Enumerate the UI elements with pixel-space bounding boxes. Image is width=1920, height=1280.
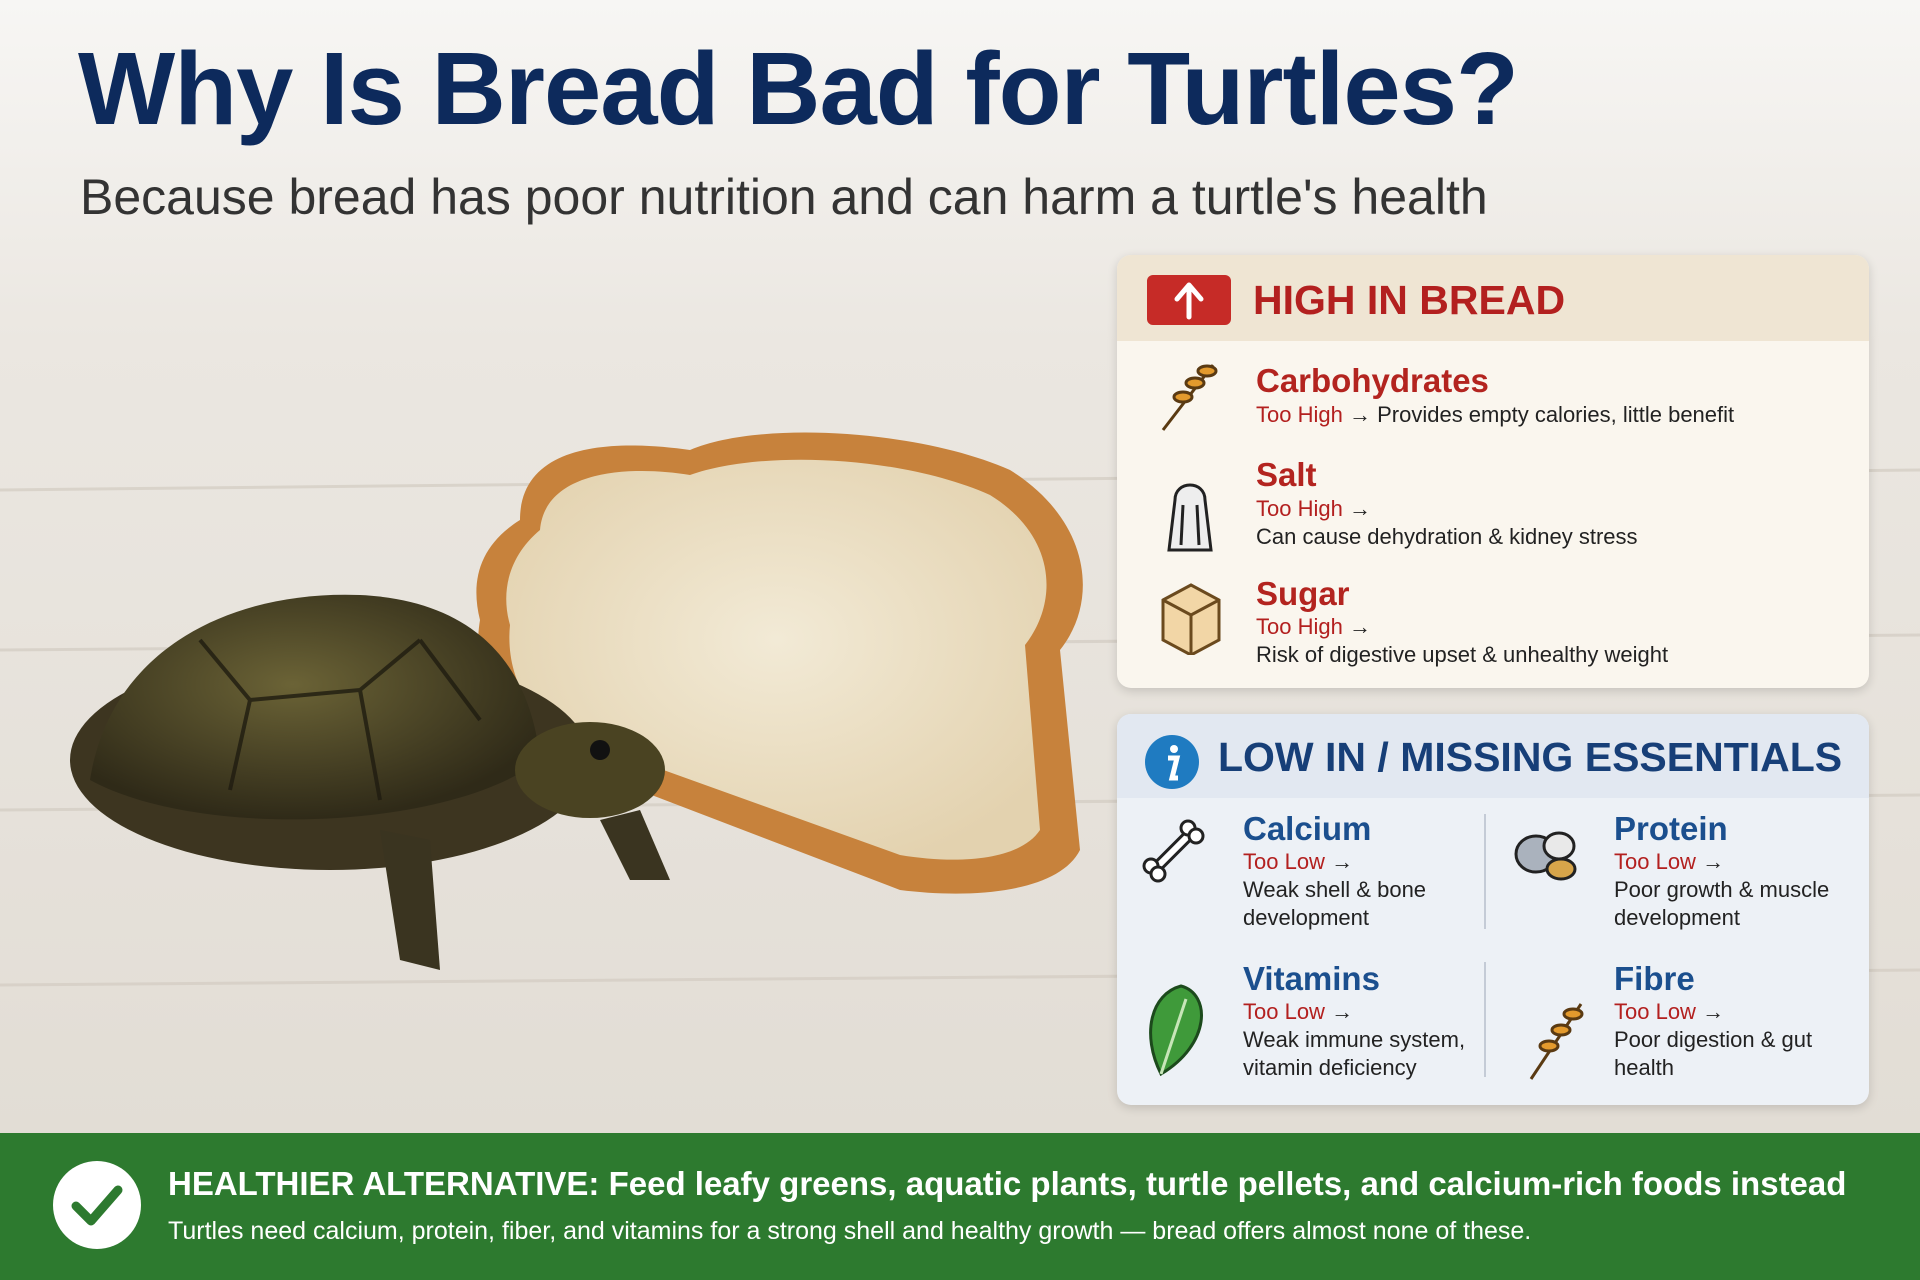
check-icon [53,1161,141,1249]
high-panel: HIGH IN BREAD Carbohydrates Too High → P… [1117,255,1869,688]
footer-headline: HEALTHIER ALTERNATIVE: Feed leafy greens… [168,1165,1846,1203]
item-detail: Can cause dehydration & kidney stress [1256,524,1638,549]
item-detail: Poor digestion & gut health [1614,1027,1813,1080]
panel-header [1117,255,1869,341]
item-level: Too Low [1243,849,1325,874]
arrow: → [1348,496,1371,521]
item-name: Sugar [1256,575,1350,612]
high-icons [1161,364,1221,655]
divider [1484,962,1486,1077]
item-detail: Poor growth & muscle development [1614,877,1830,930]
footer [0,1133,1920,1280]
title: Why Is Bread Bad for Turtles? [78,31,1519,146]
subtitle: Because bread has poor nutrition and can… [80,169,1488,225]
item-name: Carbohydrates [1256,362,1489,399]
panel-title: LOW IN / MISSING ESSENTIALS [1218,734,1843,780]
footer-note: Turtles need calcium, protein, fiber, an… [168,1217,1532,1245]
item-level: Too High [1256,402,1343,427]
arrow: → [1331,849,1354,874]
item-detail: Risk of digestive upset & unhealthy weig… [1256,642,1669,667]
footer-text: Feed leafy greens, aquatic plants, turtl… [608,1165,1847,1202]
item-level: Too Low [1614,999,1696,1024]
panel-header [1117,714,1869,798]
panel-title: HIGH IN BREAD [1253,277,1566,323]
item-level: Too High [1256,614,1343,639]
item-detail: Weak shell & bone development [1243,877,1427,930]
item-name: Protein [1614,810,1728,847]
arrow: → [1331,999,1354,1024]
low-panel: LOW IN / MISSING ESSENTIALS Calcium Too … [1117,714,1869,1105]
arrow: → [1348,402,1371,427]
arrow: → [1702,849,1725,874]
item-level: Too Low [1243,999,1325,1024]
arrow: → [1348,614,1371,639]
item-detail: Provides empty calories, little benefit [1377,402,1735,427]
low-icons [1142,819,1584,1080]
item-level: Too Low [1614,849,1696,874]
item-level: Too High [1256,496,1343,521]
item-name: Vitamins [1243,960,1380,997]
item-name: Calcium [1243,810,1372,847]
item-name: Fibre [1614,960,1695,997]
divider [1484,814,1486,929]
item-name: Salt [1256,456,1317,493]
item-detail: Weak immune system, vitamin deficiency [1243,1027,1466,1080]
info-icon [1145,735,1199,789]
footer-label: HEALTHIER ALTERNATIVE: [168,1165,600,1202]
arrow: → [1702,999,1725,1024]
up-icon [1147,275,1231,325]
